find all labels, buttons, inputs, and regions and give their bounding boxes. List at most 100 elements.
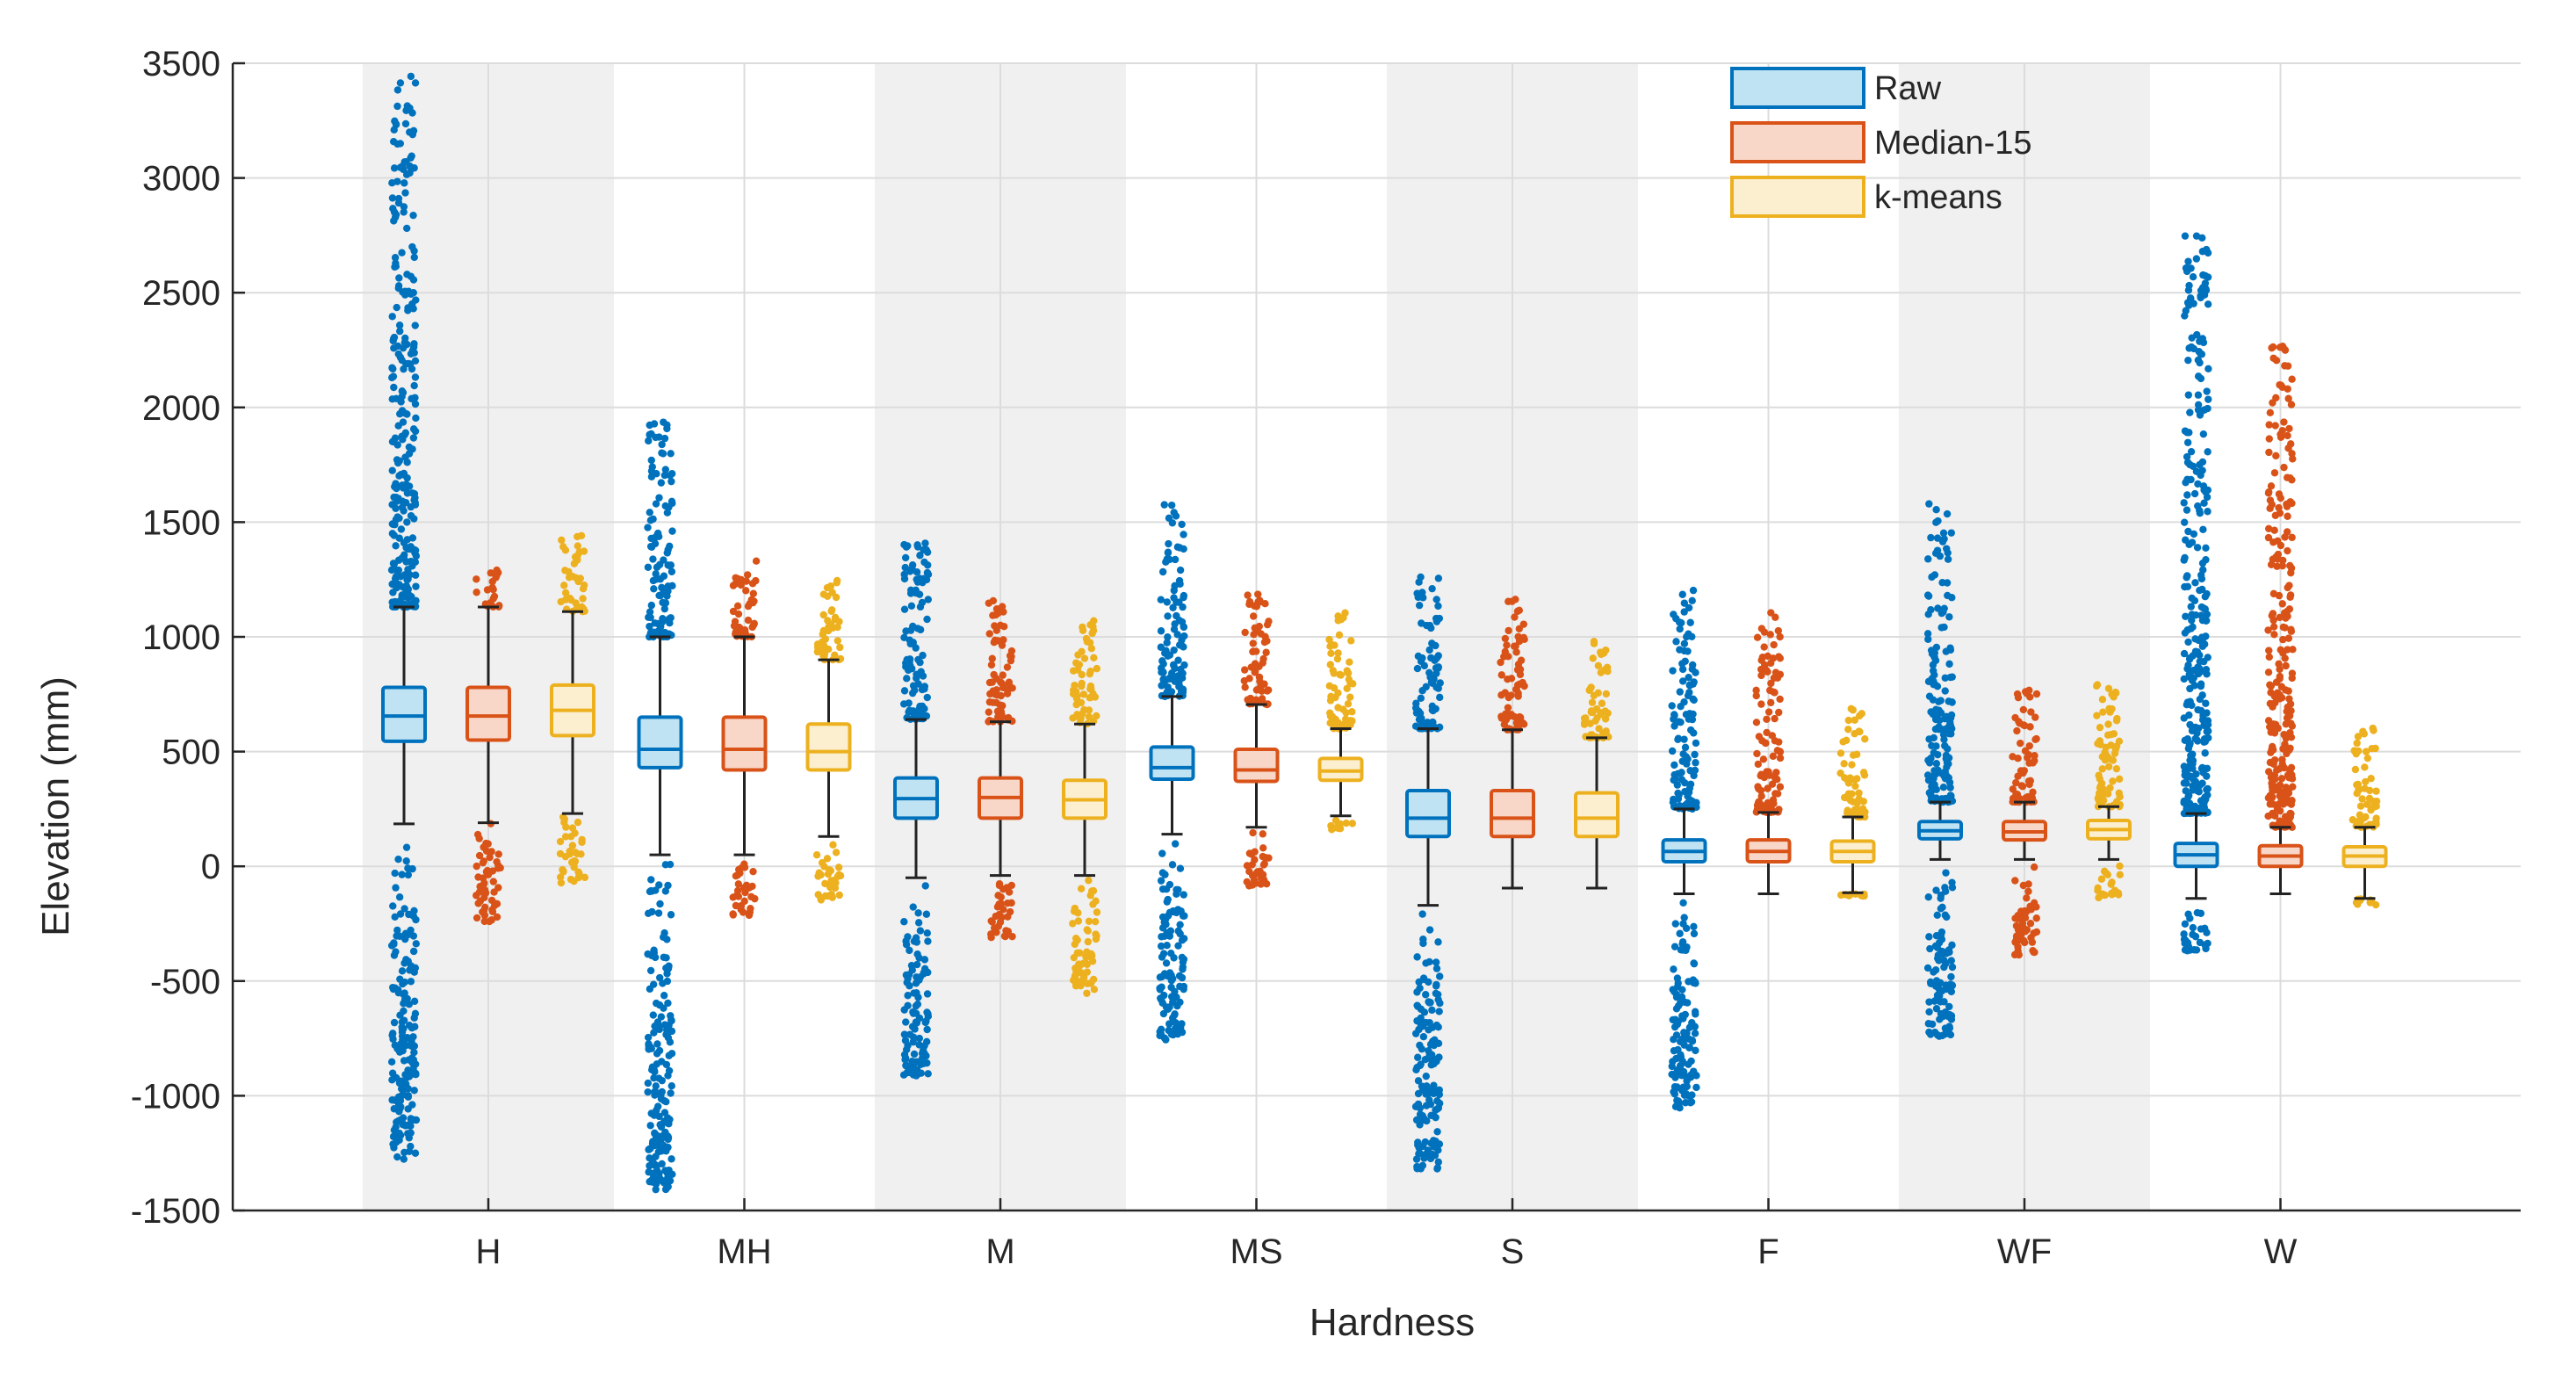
outlier-point [2191,932,2200,941]
x-tick-label-W: W [2264,1232,2298,1271]
outlier-point [666,471,675,480]
outlier-point [1767,679,1775,688]
outlier-point [2104,762,2113,770]
outlier-point [1418,1161,1427,1170]
outlier-point [994,712,1002,721]
outlier-point [2204,300,2212,308]
outlier-point [655,1001,664,1009]
outlier-point [1157,627,1165,635]
outlier-point [1433,1128,1441,1136]
outlier-point [665,1051,673,1059]
outlier-point [574,532,581,541]
outlier-point [1175,972,1184,980]
outlier-point [663,509,672,517]
outlier-point [752,557,761,565]
outlier-point [1590,638,1598,646]
outlier-point [2183,574,2190,582]
outliers-Median-15-MS [1240,590,1273,890]
outlier-point [1335,631,1344,640]
outlier-point [644,524,652,531]
outlier-point [1413,1162,1421,1171]
outlier-point [398,1018,407,1026]
outlier-point [1416,1110,1425,1118]
outlier-point [2269,343,2277,351]
outlier-point [1859,892,1867,900]
outlier-point [1773,674,1782,682]
box-k-means-M [1062,617,1108,997]
outlier-point [2187,447,2196,456]
outlier-point [581,873,589,882]
outlier-point [410,253,418,262]
outlier-point [2186,408,2194,416]
outlier-point [909,1008,917,1016]
outlier-point [1330,683,1339,692]
outlier-point [2198,335,2207,343]
outlier-point [411,1009,420,1018]
outlier-point [400,1155,408,1163]
outlier-point [918,598,927,607]
outlier-point [2271,422,2279,430]
y-tick-label: 3000 [142,160,220,199]
outlier-point [410,1048,418,1057]
outlier-point [1165,539,1173,548]
outlier-point [742,577,750,585]
outlier-point [2107,741,2115,749]
outlier-point [1844,726,1852,733]
outlier-point [1417,714,1425,722]
outlier-point [923,1025,931,1034]
outlier-point [663,936,671,943]
outlier-point [1433,1164,1442,1172]
outlier-point [1173,611,1180,620]
outlier-point [2197,633,2206,641]
outlier-point [1507,711,1516,719]
outlier-point [1763,803,1771,811]
outlier-point [667,1082,675,1090]
outlier-point [744,616,753,625]
outlier-point [1772,769,1780,777]
outlier-point [2280,418,2288,426]
outlier-point [1681,743,1690,752]
outlier-point [2188,616,2196,625]
outlier-point [1160,991,1168,1000]
outlier-point [1425,1095,1433,1104]
outlier-point [1329,667,1337,675]
outlier-point [1686,618,1694,626]
outlier-point [397,1046,406,1054]
outlier-point [2111,886,2119,894]
outlier-point [2104,684,2113,693]
outlier-point [1925,1008,1933,1016]
outlier-point [571,553,580,561]
outlier-point [1768,732,1777,740]
outlier-point [667,1089,675,1097]
outlier-point [736,869,744,878]
outlier-point [1158,668,1165,676]
outlier-point [1769,796,1778,804]
outlier-point [915,954,923,962]
outlier-point [1249,828,1257,837]
legend-swatch-Raw [1730,67,1865,109]
outlier-point [2286,440,2295,448]
outlier-point [1337,615,1346,624]
outlier-point [1086,892,1094,900]
outlier-point [922,1037,931,1046]
outlier-point [1171,840,1180,848]
outlier-point [2288,669,2297,677]
outlier-point [2197,611,2205,619]
outlier-point [1673,1020,1682,1029]
outlier-point [2015,950,2023,959]
outlier-point [913,938,921,946]
outlier-point [1257,630,1265,638]
outlier-point [2277,494,2284,502]
outlier-point [916,658,924,667]
outlier-point [914,919,923,927]
outlier-point [1503,641,1511,649]
outlier-point [749,589,758,597]
outlier-point [2024,754,2031,762]
outlier-point [1083,989,1091,997]
outlier-point [2018,919,2027,928]
iqr-box [465,685,511,742]
outlier-point [2029,788,2037,796]
outlier-point [920,574,928,582]
outlier-point [1932,643,1941,652]
outlier-point [2031,752,2038,760]
